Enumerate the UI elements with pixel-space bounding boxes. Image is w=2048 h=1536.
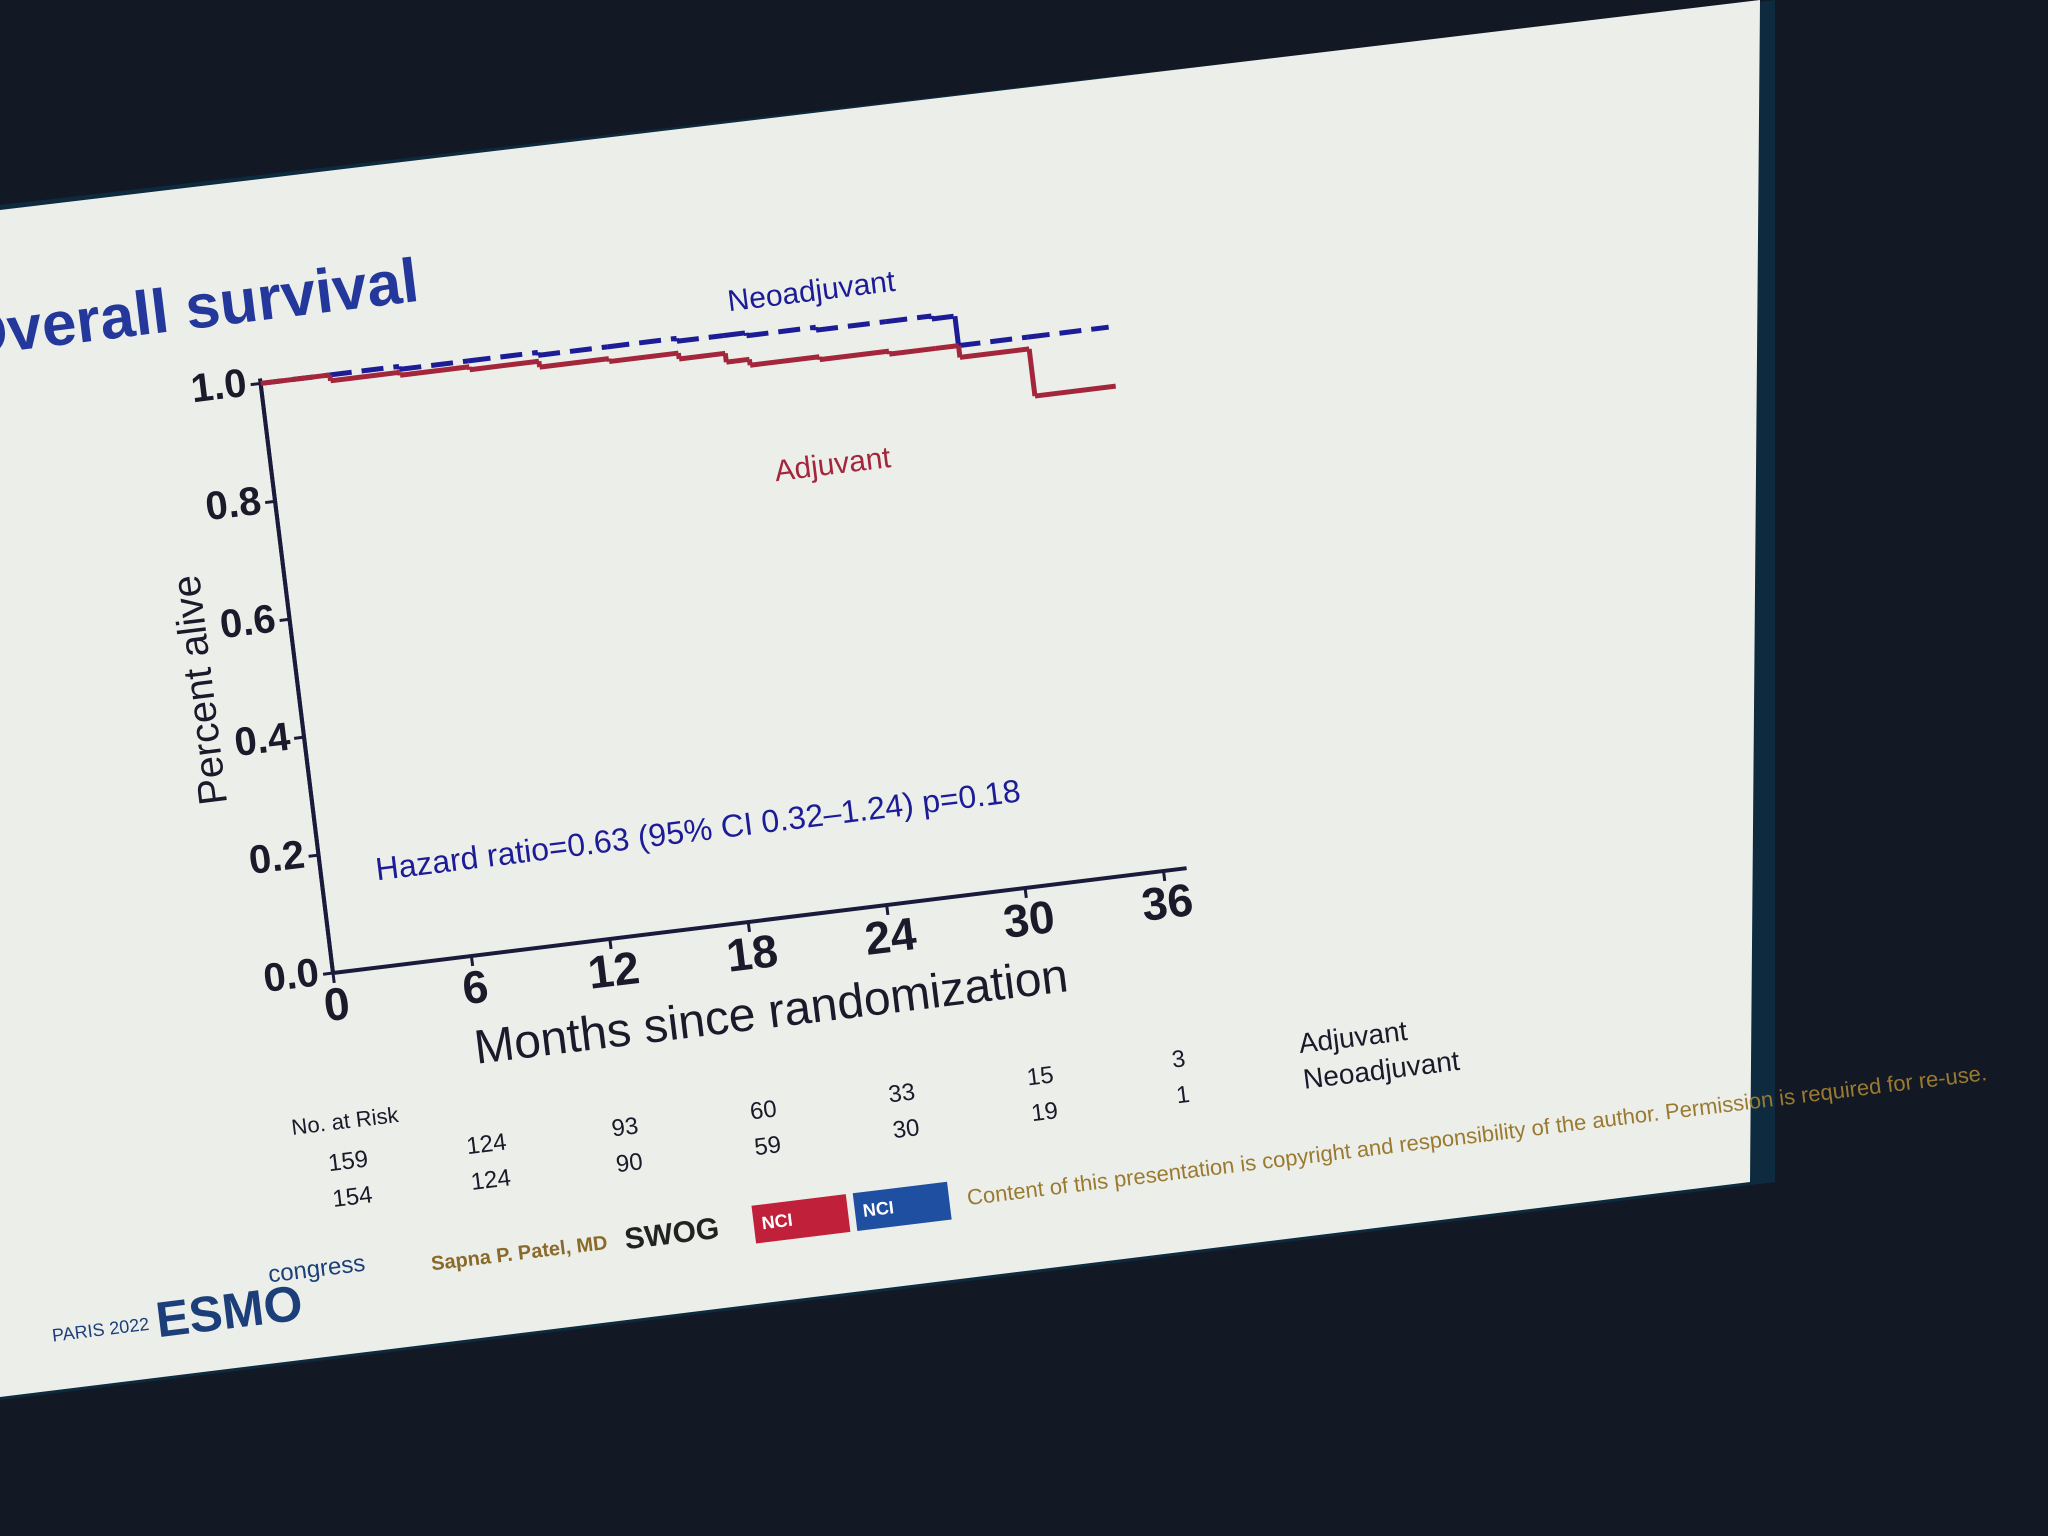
y-tick-label: 0.8 [203, 479, 264, 529]
step [935, 343, 959, 351]
risk-count: 59 [753, 1131, 783, 1161]
step [260, 372, 331, 386]
risk-count: 159 [327, 1146, 370, 1178]
step [399, 358, 469, 372]
step [931, 313, 956, 322]
x-tick [1162, 870, 1167, 882]
x-tick-label: 30 [1000, 890, 1057, 948]
x-tick-label: 12 [585, 941, 642, 999]
step [722, 330, 747, 339]
x-tick-label: 6 [459, 960, 491, 1015]
risk-count: 3 [1170, 1045, 1187, 1073]
risk-count: 124 [469, 1164, 512, 1196]
step [539, 356, 610, 370]
step [607, 335, 677, 350]
risk-count: 30 [891, 1114, 921, 1144]
step [676, 333, 724, 344]
risk-count: 19 [1030, 1097, 1060, 1127]
step [468, 349, 539, 364]
risk-count: 124 [465, 1129, 508, 1161]
risk-count: 1 [1175, 1081, 1192, 1109]
step-drop [952, 315, 961, 346]
risk-count: 33 [887, 1078, 917, 1108]
x-tick [885, 904, 890, 916]
initial-rise [258, 383, 335, 974]
x-tick [469, 955, 475, 967]
x-tick [746, 921, 751, 933]
x-tick-label: 36 [1139, 873, 1196, 931]
x-tick-label: 0 [321, 977, 353, 1032]
step [608, 350, 679, 365]
step [330, 369, 401, 384]
x-tick-label: 24 [862, 907, 920, 965]
nci-logo: NCI [760, 1210, 793, 1234]
risk-count: 15 [1025, 1061, 1055, 1091]
step [537, 344, 608, 358]
risk-count: 60 [748, 1095, 778, 1125]
step [958, 334, 1029, 349]
nci-badge [751, 1194, 851, 1244]
y-tick-label: 1.0 [189, 361, 250, 411]
risk-count: 93 [610, 1112, 640, 1142]
step [469, 358, 540, 373]
y-tick-label: 0.6 [217, 597, 278, 647]
x-tick [608, 938, 613, 950]
x-tick [1023, 887, 1028, 899]
nci-logo: NCI [862, 1197, 895, 1221]
step [885, 313, 932, 325]
x-tick [331, 972, 336, 984]
step [726, 356, 750, 365]
slide [0, 0, 1760, 1397]
nci-badge [852, 1181, 952, 1232]
step [959, 346, 1030, 360]
step [399, 364, 470, 378]
y-tick-label: 0.0 [261, 950, 322, 1000]
x-tick-label: 18 [723, 924, 780, 982]
step [888, 345, 936, 357]
step-drop [722, 353, 729, 363]
y-tick-label: 0.4 [232, 715, 293, 766]
step [819, 348, 890, 363]
step [815, 319, 886, 333]
step [749, 354, 820, 368]
step [1027, 324, 1109, 340]
step [329, 363, 400, 378]
step [746, 324, 817, 339]
x-axis [332, 866, 1187, 975]
y-tick-label: 0.2 [246, 833, 307, 883]
step [1034, 383, 1116, 399]
step [678, 350, 726, 362]
risk-count: 90 [614, 1148, 644, 1178]
step-drop [1026, 348, 1038, 397]
risk-count: 154 [331, 1181, 374, 1213]
